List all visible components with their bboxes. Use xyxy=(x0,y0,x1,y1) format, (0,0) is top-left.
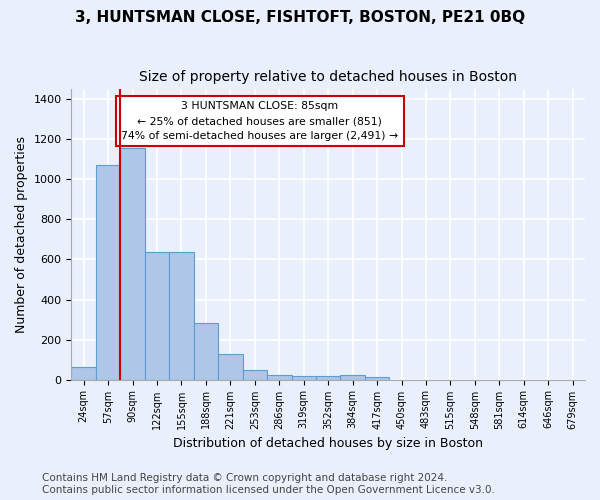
Bar xyxy=(121,148,145,380)
Bar xyxy=(267,375,292,380)
Title: Size of property relative to detached houses in Boston: Size of property relative to detached ho… xyxy=(139,70,517,84)
Bar xyxy=(316,376,340,380)
Bar xyxy=(242,370,267,380)
Bar xyxy=(365,377,389,380)
Bar xyxy=(96,166,121,380)
Y-axis label: Number of detached properties: Number of detached properties xyxy=(15,136,28,333)
Bar xyxy=(71,366,96,380)
Text: Contains HM Land Registry data © Crown copyright and database right 2024.
Contai: Contains HM Land Registry data © Crown c… xyxy=(42,474,495,495)
Text: 3, HUNTSMAN CLOSE, FISHTOFT, BOSTON, PE21 0BQ: 3, HUNTSMAN CLOSE, FISHTOFT, BOSTON, PE2… xyxy=(75,10,525,25)
X-axis label: Distribution of detached houses by size in Boston: Distribution of detached houses by size … xyxy=(173,437,483,450)
Bar xyxy=(218,354,242,380)
Bar xyxy=(194,322,218,380)
Text: 3 HUNTSMAN CLOSE: 85sqm
← 25% of detached houses are smaller (851)
74% of semi-d: 3 HUNTSMAN CLOSE: 85sqm ← 25% of detache… xyxy=(121,102,398,141)
Bar xyxy=(340,375,365,380)
Bar xyxy=(145,252,169,380)
Bar xyxy=(292,376,316,380)
Bar xyxy=(169,252,194,380)
